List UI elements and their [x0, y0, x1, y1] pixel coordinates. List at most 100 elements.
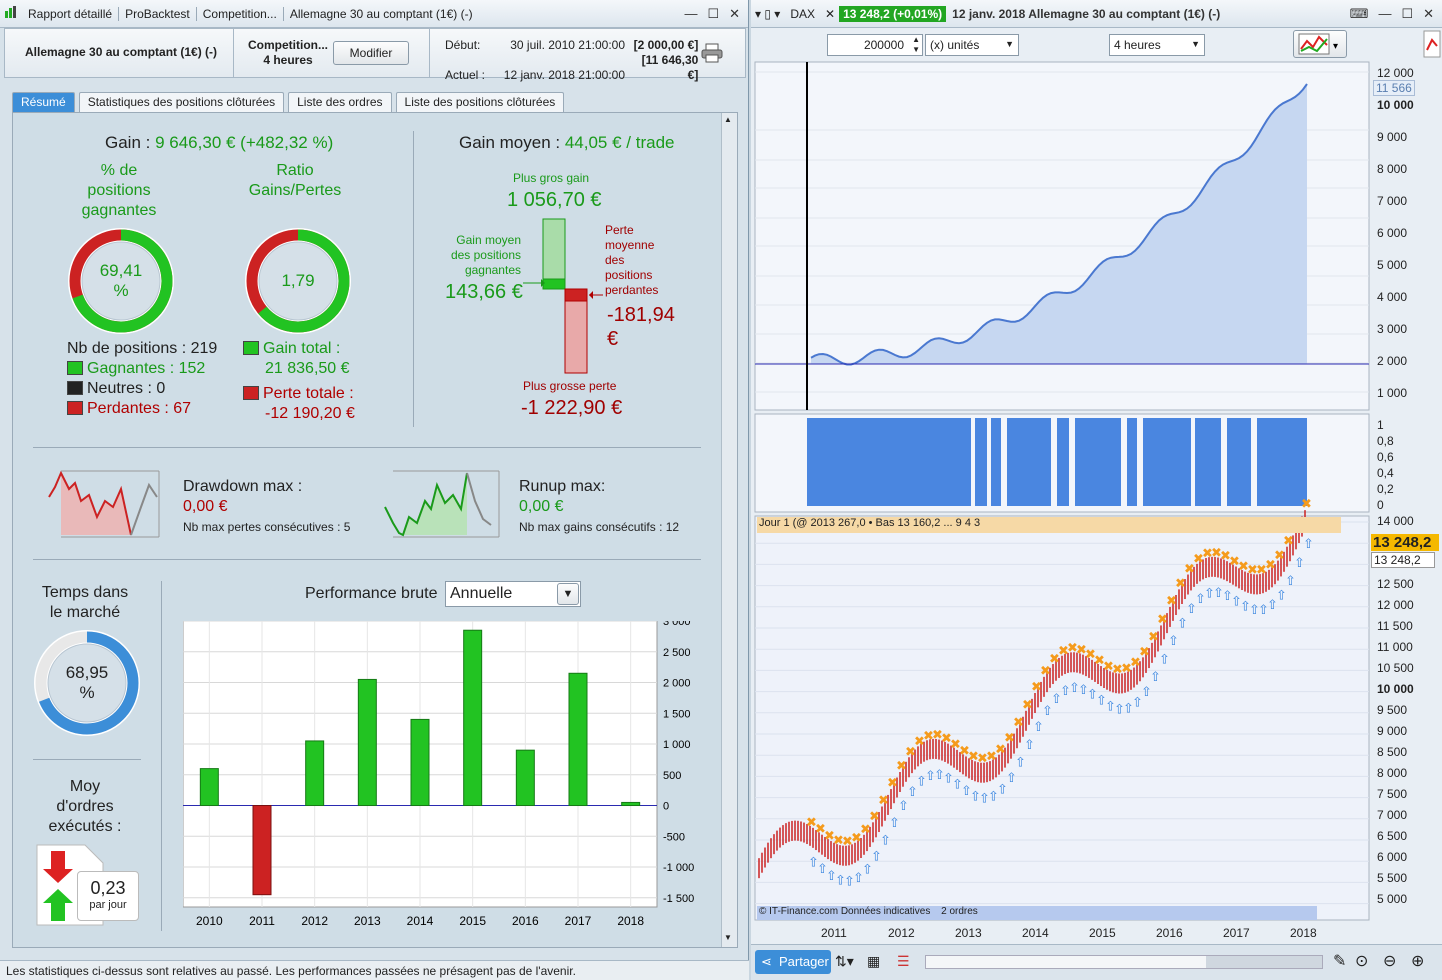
price-last-highlight: 13 248,2: [1371, 534, 1439, 551]
buy-marker: ⇧: [1015, 754, 1026, 769]
equity-axis-label: 9 000: [1377, 130, 1408, 144]
buy-marker: ⇧: [1123, 700, 1134, 715]
buy-marker: ⇧: [880, 833, 891, 848]
time-axis: 2011 2012 2013 2014 2015 2016 2017 2018: [751, 924, 1371, 944]
sell-marker: ✖: [1103, 658, 1114, 673]
sell-marker: ✖: [905, 744, 916, 759]
horizontal-scrollbar[interactable]: [925, 955, 1323, 969]
buy-marker: ⇧: [1249, 602, 1260, 617]
buy-marker: ⇧: [1114, 701, 1125, 716]
stepper-arrows-icon[interactable]: ▲ ▼: [912, 35, 920, 54]
backtest-icon[interactable]: ☰: [897, 953, 910, 969]
sell-marker: ✖: [1148, 629, 1159, 644]
keyboard-icon[interactable]: ⌨: [1349, 5, 1369, 21]
price-header-strip: Jour 1 (@ 2013 267,0 • Bas 13 160,2 ... …: [757, 517, 1341, 533]
position-bar: [975, 418, 987, 506]
position-bar: [1143, 418, 1191, 506]
position-axis-label: 0,8: [1377, 434, 1394, 448]
scroll-up-icon[interactable]: ▲: [724, 115, 732, 124]
chevron-down-icon[interactable]: ▼: [557, 583, 579, 605]
timeframe-select[interactable]: 4 heures ▼: [1109, 34, 1205, 56]
sell-marker: ✖: [977, 751, 988, 766]
report-scrollbar[interactable]: ▲ ▼: [721, 113, 737, 947]
position-axis-label: 1: [1377, 418, 1384, 432]
price-chart-area[interactable]: ✖ ⇧ ✖ ⇧ ✖ ⇧ ✖ ⇧ ✖ ⇧ ✖ ⇧ ✖ ⇧ ✖ ⇧ ✖ ⇧ ✖ ⇧ ✖ ⇧ ✖ ⇧ ✖ ⇧ ✖ ⇧ ✖ ⇧ ✖ ⇧ ✖ ⇧ ✖ ⇧ ✖ ⇧ ✖ ⇧…: [751, 60, 1442, 944]
tab-closed-stats[interactable]: Statistiques des positions clôturées: [78, 92, 285, 112]
time-in-market-value-arc: [35, 631, 139, 735]
performance-select[interactable]: Annuelle ▼: [445, 581, 581, 607]
total-gain-value: 21 836,50 €: [265, 360, 350, 377]
tab-closed-positions[interactable]: Liste des positions clôturées: [395, 92, 565, 112]
chevron-down-icon[interactable]: ▼: [1191, 39, 1200, 49]
x-tick-label: 2010: [196, 914, 223, 928]
tab-resume[interactable]: Résumé: [12, 92, 75, 112]
header-divider: [233, 29, 234, 77]
chevron-down-icon[interactable]: ▼: [1005, 39, 1014, 49]
total-gain-swatch: [243, 341, 259, 355]
chart-side-icon[interactable]: [1423, 30, 1441, 58]
time-in-market-title: Temps dans le marché: [41, 584, 129, 621]
position-axis-label: 0: [1377, 498, 1384, 512]
indicators-icon[interactable]: ⇅▾: [835, 953, 854, 969]
close-icon[interactable]: ✕: [729, 5, 740, 21]
position-axis-label: 0,6: [1377, 450, 1394, 464]
tab-orders[interactable]: Liste des ordres: [288, 92, 392, 112]
losing-row: Perdantes : 67: [67, 399, 217, 419]
report-header: Allemagne 30 au comptant (1€) (-) Compet…: [4, 28, 746, 82]
sell-marker: ✖: [1166, 593, 1177, 608]
price-axis-label: 8 000: [1377, 766, 1408, 780]
buy-marker: ⇧: [808, 854, 819, 869]
close-icon[interactable]: ✕: [1423, 5, 1434, 21]
report-app-icon: [0, 5, 22, 22]
price-axis-label: 12 500: [1377, 577, 1414, 591]
minimize-icon[interactable]: —: [684, 5, 698, 21]
chart-type-icon[interactable]: ▾: [1293, 30, 1347, 58]
pencil-icon[interactable]: ✎: [1333, 953, 1347, 970]
sell-marker: ✖: [1058, 643, 1069, 658]
price-last-label: 13 248,2: [1371, 552, 1435, 568]
modify-button[interactable]: Modifier: [333, 41, 409, 65]
runup-value: 0,00 €: [519, 498, 564, 515]
chart-title: 12 janv. 2018 Allemagne 30 au comptant (…: [952, 6, 1221, 21]
drawdown-icon: [48, 470, 160, 538]
position-bar: [991, 418, 1001, 506]
biggest-gain-value: 1 056,70 €: [507, 189, 602, 211]
quantity-stepper[interactable]: 200000 ▲ ▼: [827, 34, 923, 56]
sell-marker: ✖: [815, 821, 826, 836]
avg-losing-label: Perte moyenne des positions perdantes: [605, 223, 659, 297]
sell-marker: ✖: [1004, 730, 1015, 745]
title-segment-system[interactable]: Competition...: [197, 6, 284, 21]
pct-winning-value: 69,41: [99, 261, 143, 280]
current-value: [11 646,30 €]: [641, 53, 699, 82]
maximize-icon[interactable]: ☐: [707, 5, 720, 21]
print-icon[interactable]: [701, 43, 723, 66]
chart-symbol[interactable]: DAX: [790, 6, 816, 21]
bar-2013: [357, 678, 377, 807]
x-tick-label: 2011: [249, 914, 275, 928]
sell-marker: ✖: [833, 833, 844, 848]
avg-gain-value: 44,05 € / trade: [564, 133, 675, 152]
chart-menu-icon[interactable]: ▾ ▯ ▾: [755, 6, 781, 21]
sell-marker: ✖: [1247, 562, 1258, 577]
price-axis-label: 14 000: [1377, 514, 1414, 528]
zoom-out-icon[interactable]: ⊖: [1383, 953, 1397, 970]
equity-axis: 12 000 10 000 9 000 8 000 7 000 6 000 5 000 4 0…: [1373, 60, 1439, 410]
scrollbar-thumb[interactable]: [1206, 956, 1322, 968]
scroll-down-icon[interactable]: ▼: [724, 933, 732, 942]
y-tick-label: 3 000: [663, 621, 691, 628]
maximize-icon[interactable]: ☐: [1401, 5, 1414, 21]
share-button[interactable]: ⋖ Partager: [755, 950, 831, 974]
table-icon[interactable]: ▦: [867, 953, 881, 969]
minimize-icon[interactable]: —: [1378, 5, 1392, 21]
time-in-market-donut: 68,95 %: [33, 629, 141, 737]
disclaimer-bar: Les statistiques ci-dessus sont relative…: [0, 960, 749, 980]
units-select[interactable]: (x) unités ▼: [925, 34, 1019, 56]
title-segment-probacktest[interactable]: ProBacktest: [119, 6, 197, 21]
zoom-fit-icon[interactable]: ⊙: [1355, 953, 1369, 970]
buy-marker: ⇧: [1213, 585, 1224, 600]
close-symbol-icon[interactable]: ✕: [825, 6, 836, 21]
sell-marker: ✖: [1256, 562, 1267, 577]
sell-marker: ✖: [1121, 660, 1132, 675]
title-segment-report[interactable]: Rapport détaillé: [22, 6, 120, 21]
zoom-in-icon[interactable]: ⊕: [1411, 953, 1425, 970]
